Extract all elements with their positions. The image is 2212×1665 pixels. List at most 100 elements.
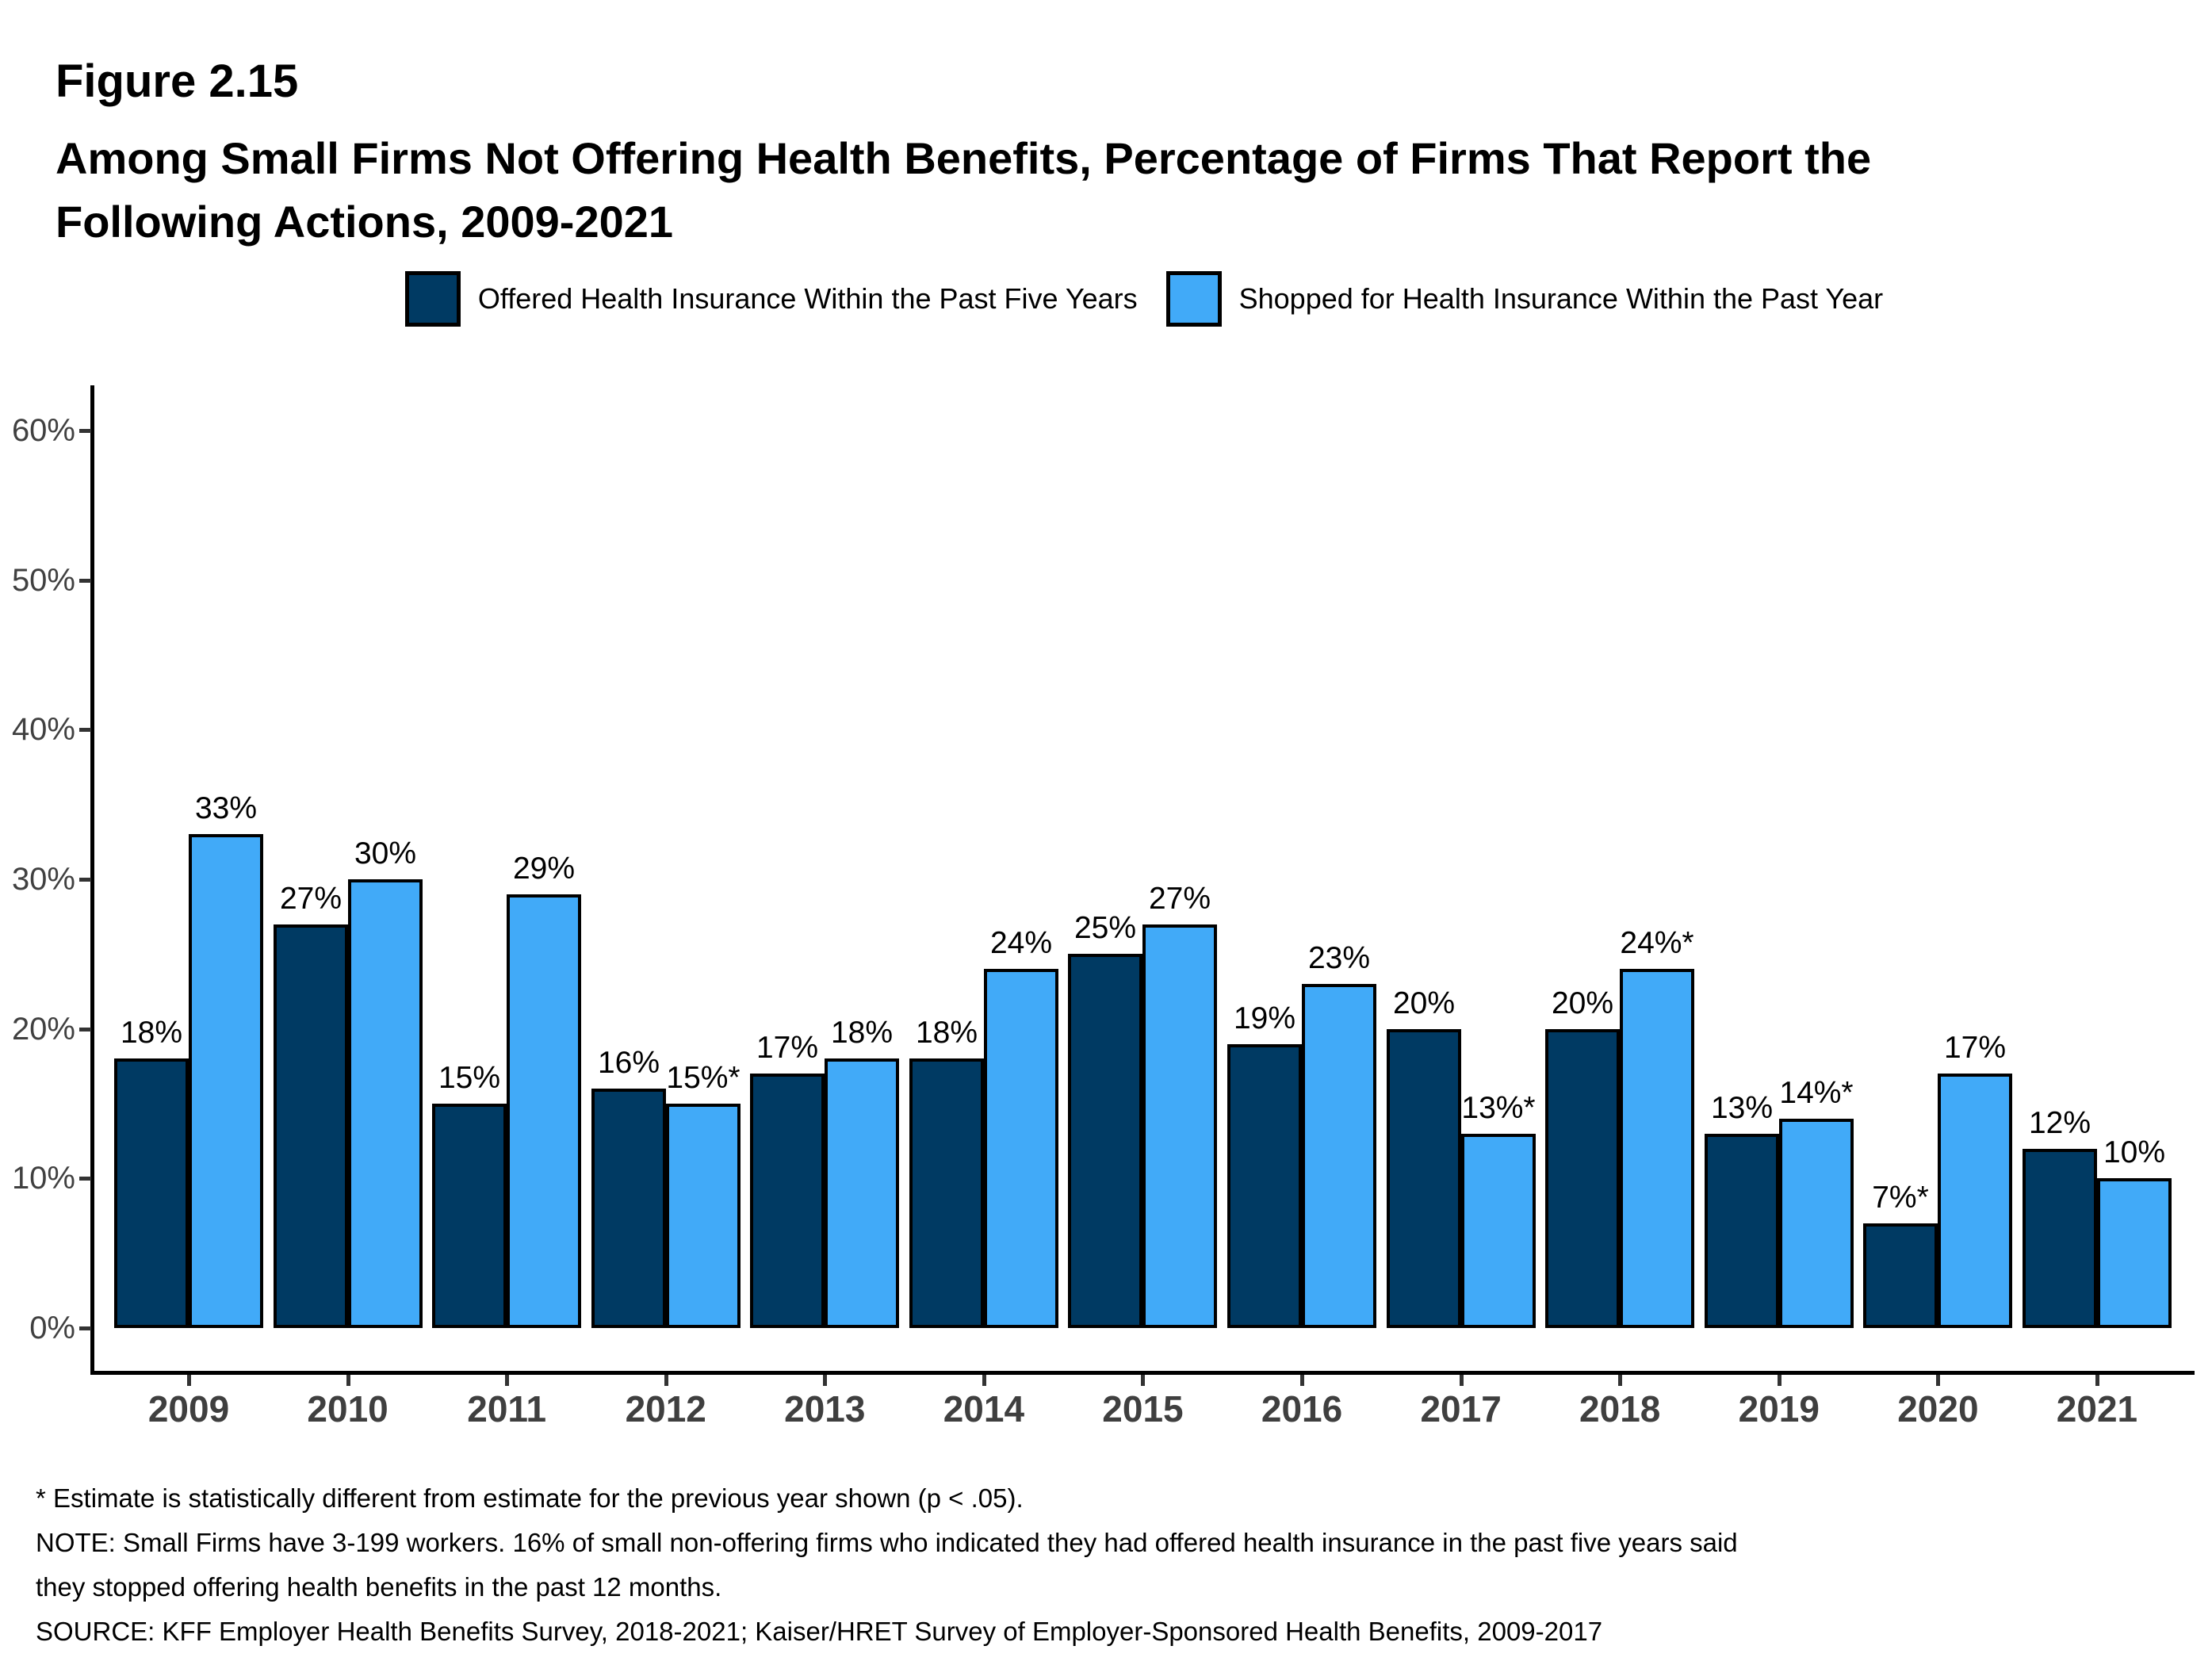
bar-shopped-2014 [984,969,1058,1328]
bar-value-label-offered-2013: 17% [756,1031,819,1065]
x-axis-tick-2019 [1777,1375,1781,1386]
bar-offered-2011 [432,1104,507,1328]
bar-value-label-shopped-2011: 29% [512,852,576,886]
x-axis-label-2017: 2017 [1420,1388,1502,1430]
y-axis-tick-60 [79,428,91,433]
y-axis-label-40: 40% [11,712,75,748]
y-axis-tick-50 [79,578,91,583]
x-axis-label-2018: 2018 [1579,1388,1661,1430]
legend-item-offered: Offered Health Insurance Within the Past… [404,271,1138,327]
chart-title-line-1: Among Small Firms Not Offering Health Be… [55,133,1872,183]
bar-shopped-2020 [1938,1074,2012,1328]
bar-value-label-shopped-2012: 15%* [666,1061,741,1095]
bar-value-label-offered-2012: 16% [597,1046,660,1080]
x-axis-tick-2009 [187,1375,191,1386]
x-axis-tick-2020 [1936,1375,1941,1386]
bar-shopped-2012 [666,1104,741,1328]
x-axis-tick-2013 [823,1375,828,1386]
x-axis-tick-2014 [982,1375,986,1386]
bar-value-label-shopped-2010: 30% [354,836,417,871]
y-axis-tick-10 [79,1177,91,1181]
figure-number: Figure 2.15 [55,56,299,107]
y-axis-tick-0 [79,1326,91,1330]
y-axis-label-20: 20% [11,1011,75,1047]
x-axis-tick-2010 [346,1375,350,1386]
bar-offered-2010 [274,924,348,1328]
y-axis-label-60: 60% [11,412,75,448]
bar-value-label-shopped-2016: 23% [1307,941,1371,975]
bar-offered-2014 [909,1058,984,1328]
bar-value-label-shopped-2021: 10% [2103,1135,2166,1169]
bar-shopped-2021 [2097,1178,2172,1328]
x-axis-label-2021: 2021 [2056,1388,2138,1430]
bar-shopped-2017 [1461,1134,1536,1328]
bar-offered-2009 [114,1058,189,1328]
y-axis-tick-30 [79,877,91,882]
chart-title-line-2: Following Actions, 2009-2021 [55,197,674,247]
footnote-note-line-2: they stopped offering health benefits in… [36,1572,722,1602]
x-axis-tick-2016 [1300,1375,1305,1386]
bar-value-label-shopped-2020: 17% [1943,1031,2007,1065]
legend-swatch-shopped [1165,271,1222,327]
bar-value-label-offered-2021: 12% [2028,1106,2091,1140]
bar-value-label-offered-2016: 19% [1233,1001,1296,1035]
bar-value-label-shopped-2015: 27% [1148,882,1211,916]
bar-shopped-2016 [1302,984,1376,1328]
footnote-source: SOURCE: KFF Employer Health Benefits Sur… [36,1617,1603,1646]
bar-offered-2016 [1227,1044,1302,1328]
y-axis-label-0: 0% [29,1311,75,1345]
bar-value-label-offered-2015: 25% [1073,911,1137,945]
legend-swatch-offered [404,271,461,327]
x-axis-label-2014: 2014 [943,1388,1025,1430]
y-axis-label-50: 50% [11,562,75,598]
x-axis-label-2010: 2010 [307,1388,388,1430]
bar-offered-2017 [1387,1029,1461,1328]
bar-shopped-2010 [348,879,423,1328]
x-axis-tick-2021 [2095,1375,2099,1386]
bar-offered-2012 [591,1089,666,1328]
legend-label-shopped: Shopped for Health Insurance Within the … [1238,282,1884,315]
x-axis-tick-2012 [664,1375,668,1386]
bar-value-label-shopped-2009: 33% [194,791,258,825]
bar-shopped-2011 [507,894,581,1328]
bar-value-label-offered-2018: 20% [1551,986,1614,1020]
x-axis-label-2019: 2019 [1738,1388,1820,1430]
bar-value-label-shopped-2019: 14%* [1779,1076,1854,1110]
bar-shopped-2018 [1620,969,1694,1328]
bar-value-label-offered-2019: 13% [1710,1091,1774,1125]
bar-offered-2013 [750,1074,825,1328]
y-axis-line [90,385,94,1375]
y-axis-tick-20 [79,1027,91,1032]
bar-value-label-shopped-2018: 24%* [1620,926,1694,960]
x-axis-label-2016: 2016 [1261,1388,1343,1430]
x-axis-tick-2017 [1459,1375,1464,1386]
bar-value-label-offered-2017: 20% [1392,986,1456,1020]
x-axis-line [90,1371,2195,1375]
legend-item-shopped: Shopped for Health Insurance Within the … [1165,271,1884,327]
bar-shopped-2013 [825,1058,899,1328]
x-axis-tick-2011 [505,1375,510,1386]
footnote-asterisk: * Estimate is statistically different fr… [36,1483,1024,1513]
x-axis-tick-2015 [1141,1375,1146,1386]
y-axis-tick-40 [79,728,91,733]
bar-shopped-2009 [189,834,263,1328]
bar-shopped-2019 [1779,1119,1854,1328]
x-axis-label-2009: 2009 [147,1388,230,1430]
bar-offered-2018 [1545,1029,1620,1328]
bar-offered-2019 [1705,1134,1779,1328]
y-axis-label-10: 10% [11,1161,75,1196]
footnote-note-line-1: NOTE: Small Firms have 3-199 workers. 16… [36,1528,1738,1557]
chart-title: Among Small Firms Not Offering Health Be… [55,127,1871,254]
bar-value-label-shopped-2014: 24% [989,926,1053,960]
footnotes: * Estimate is statistically different fr… [36,1476,1738,1654]
bar-value-label-offered-2011: 15% [438,1061,501,1095]
y-axis-label-30: 30% [11,861,75,897]
bar-offered-2015 [1068,954,1142,1328]
bar-value-label-offered-2020: 7%* [1872,1181,1929,1215]
x-axis-label-2011: 2011 [467,1388,547,1430]
x-axis-label-2015: 2015 [1102,1388,1184,1430]
bar-offered-2020 [1863,1223,1938,1328]
x-axis-label-2020: 2020 [1897,1388,1979,1430]
